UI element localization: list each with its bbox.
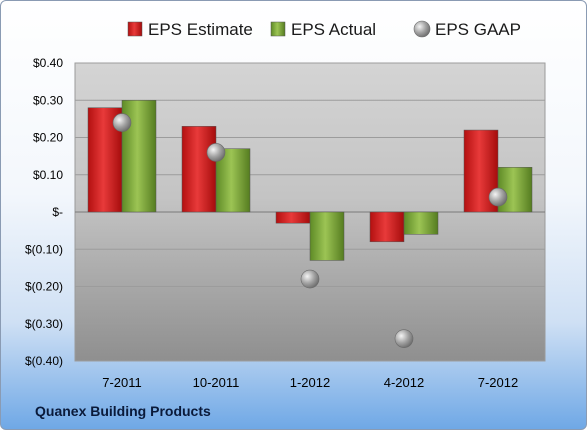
bar-eps-actual [403, 211, 439, 235]
company-name: Quanex Building Products [35, 403, 211, 419]
bar-eps-actual [309, 211, 345, 261]
legend-label: EPS Estimate [148, 20, 253, 39]
y-tick-label: $0.30 [33, 93, 63, 107]
legend-swatch [270, 21, 286, 37]
legend: EPS Estimate EPS Actual EPS GAAP [127, 20, 521, 39]
y-tick-label: $0.10 [33, 168, 63, 182]
bar-eps-estimate [275, 211, 311, 224]
bar-eps-estimate [181, 126, 217, 213]
gaap-markers [112, 113, 508, 348]
bar-eps-estimate [369, 211, 405, 243]
legend-swatch [413, 20, 431, 38]
legend-swatch [127, 21, 143, 37]
y-tick-label: $(0.20) [25, 280, 63, 294]
y-axis: $0.40 $0.30 $0.20 $0.10 $- $(0.10) $(0.20) $(0.… [25, 56, 63, 368]
marker-eps-gaap [394, 329, 414, 348]
x-tick-label: 10-2011 [193, 375, 240, 390]
bar-eps-actual [497, 167, 533, 213]
y-tick-label: $(0.10) [25, 242, 63, 256]
marker-eps-gaap [112, 113, 132, 132]
y-tick-label: $(0.40) [25, 354, 63, 368]
x-tick-label: 1-2012 [290, 375, 330, 390]
y-tick-label: $- [52, 205, 63, 219]
marker-eps-gaap [206, 143, 226, 162]
marker-eps-gaap [300, 269, 320, 289]
legend-label: EPS Actual [291, 20, 376, 39]
y-tick-label: $0.40 [33, 56, 63, 70]
x-tick-label: 7-2012 [478, 375, 518, 390]
y-tick-label: $0.20 [33, 131, 63, 145]
legend-label: EPS GAAP [435, 20, 521, 39]
y-tick-label: $(0.30) [25, 317, 63, 331]
x-tick-label: 4-2012 [384, 375, 424, 390]
x-axis: 7-2011 10-2011 1-2012 4-2012 7-2012 [102, 375, 518, 390]
x-tick-label: 7-2011 [102, 375, 142, 390]
marker-eps-gaap [488, 187, 508, 207]
